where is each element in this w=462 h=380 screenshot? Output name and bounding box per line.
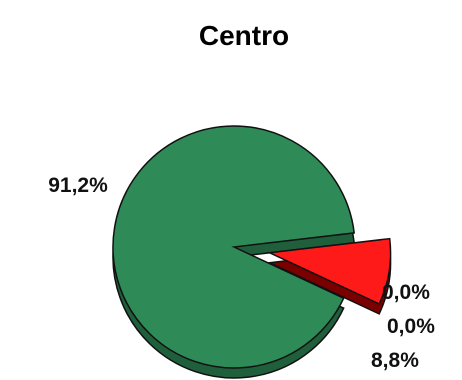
pie-slice-4: [266, 237, 392, 305]
slice-label-2: 0,0%: [382, 281, 430, 304]
pie-slices: [112, 125, 392, 379]
slice-labels: 91,2% 0,0% 0,0% 8,8%: [48, 174, 435, 372]
chart-title: Centro: [199, 20, 289, 51]
slice-label-4: 8,8%: [371, 349, 419, 372]
slice-label-3: 0,0%: [387, 315, 435, 338]
pie-slice-1: [112, 125, 356, 369]
slice-label-1: 91,2%: [48, 174, 108, 197]
